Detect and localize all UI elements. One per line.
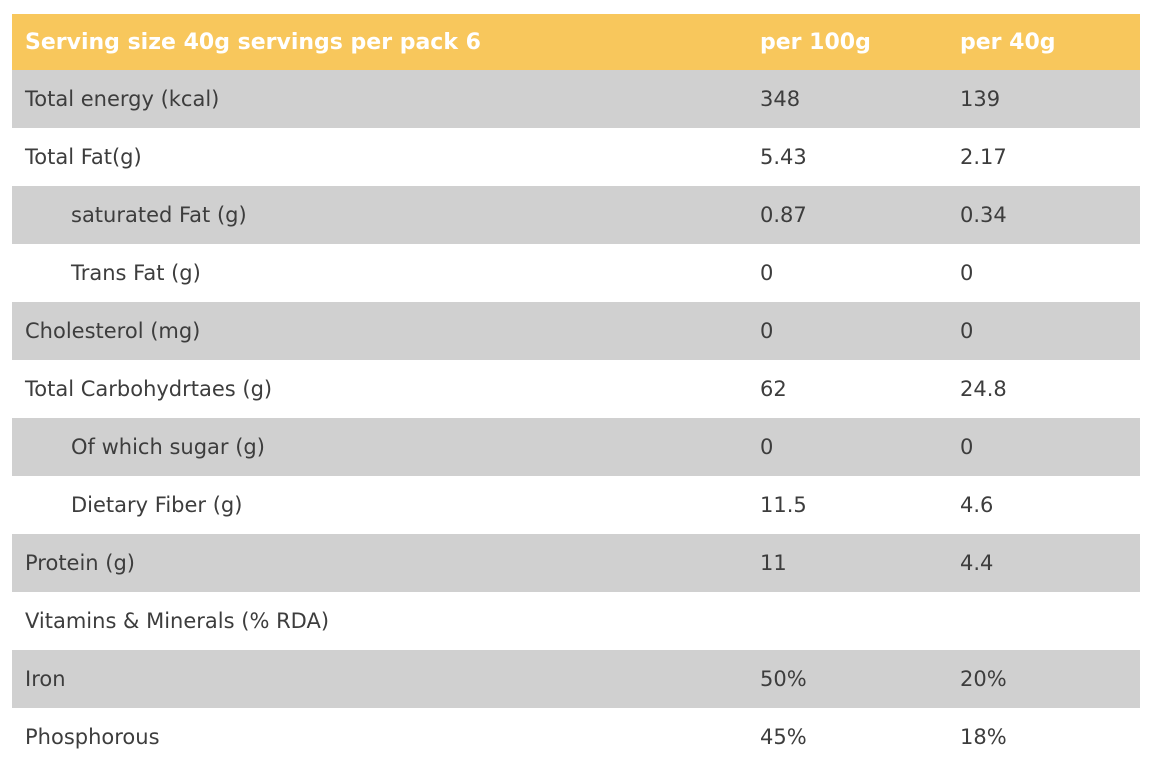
value-per-40g: 139 [960, 87, 1001, 111]
table-row: Total energy (kcal) 348 139 [12, 70, 1140, 128]
value-per-40g: 0 [960, 435, 974, 459]
row-label: Protein (g) [25, 551, 136, 575]
value-per-40g: 0.34 [960, 203, 1007, 227]
header-per-40g-label: per 40g [960, 29, 1056, 55]
value-per-40g: 18% [960, 725, 1007, 749]
table-row: Cholesterol (mg) 0 0 [12, 302, 1140, 360]
value-per-100g: 11 [760, 551, 787, 575]
row-label: Total Carbohydrtaes (g) [25, 377, 273, 401]
row-label: Iron [25, 667, 66, 691]
row-label: Phosphorous [25, 725, 160, 749]
table-row: Dietary Fiber (g) 11.5 4.6 [12, 476, 1140, 534]
row-label: Total Fat(g) [25, 145, 142, 169]
table-row: Of which sugar (g) 0 0 [12, 418, 1140, 476]
row-label: Total energy (kcal) [25, 87, 220, 111]
value-per-40g: 20% [960, 667, 1007, 691]
table-row: Vitamins & Minerals (% RDA) [12, 592, 1140, 650]
table-row: Phosphorous 45% 18% [12, 708, 1140, 766]
table-row: saturated Fat (g) 0.87 0.34 [12, 186, 1140, 244]
row-label: Vitamins & Minerals (% RDA) [25, 609, 330, 633]
table-row: Trans Fat (g) 0 0 [12, 244, 1140, 302]
value-per-100g: 11.5 [760, 493, 807, 517]
value-per-100g: 5.43 [760, 145, 807, 169]
nutrition-table: Serving size 40g servings per pack 6 per… [12, 14, 1140, 766]
row-label: Trans Fat (g) [71, 261, 201, 285]
value-per-100g: 348 [760, 87, 801, 111]
value-per-40g: 4.6 [960, 493, 994, 517]
value-per-100g: 0 [760, 435, 774, 459]
row-label: saturated Fat (g) [71, 203, 247, 227]
header-serving-size-label: Serving size 40g servings per pack 6 [25, 29, 481, 55]
value-per-40g: 24.8 [960, 377, 1007, 401]
table-row: Iron 50% 20% [12, 650, 1140, 708]
value-per-40g: 2.17 [960, 145, 1007, 169]
table-row: Total Fat(g) 5.43 2.17 [12, 128, 1140, 186]
table-row: Protein (g) 11 4.4 [12, 534, 1140, 592]
value-per-100g: 50% [760, 667, 807, 691]
value-per-100g: 0 [760, 319, 774, 343]
row-label: Dietary Fiber (g) [71, 493, 243, 517]
table-row: Total Carbohydrtaes (g) 62 24.8 [12, 360, 1140, 418]
row-label: Cholesterol (mg) [25, 319, 201, 343]
value-per-40g: 0 [960, 261, 974, 285]
value-per-100g: 62 [760, 377, 787, 401]
table-body: Total energy (kcal) 348 139 Total Fat(g)… [12, 70, 1140, 766]
value-per-100g: 45% [760, 725, 807, 749]
table-header-row: Serving size 40g servings per pack 6 per… [12, 14, 1140, 70]
row-label: Of which sugar (g) [71, 435, 265, 459]
value-per-40g: 0 [960, 319, 974, 343]
value-per-100g: 0 [760, 261, 774, 285]
value-per-100g: 0.87 [760, 203, 807, 227]
header-per-100g-label: per 100g [760, 29, 871, 55]
value-per-40g: 4.4 [960, 551, 994, 575]
